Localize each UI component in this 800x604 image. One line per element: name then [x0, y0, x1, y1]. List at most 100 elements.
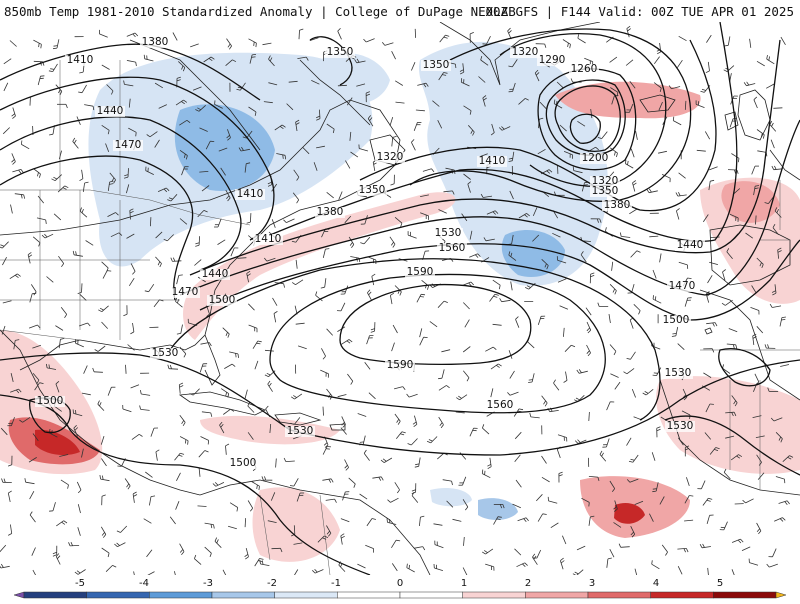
wind-barb-flag — [236, 353, 237, 357]
contour-label: 1440 — [202, 268, 229, 280]
wind-barb — [245, 518, 246, 527]
colorbar-min-cap — [14, 592, 24, 598]
contour-label: 1350 — [327, 46, 354, 58]
colorbar-segment — [275, 592, 338, 598]
wind-barb-flag — [420, 297, 424, 298]
contour-label: 1500 — [209, 294, 236, 306]
colorbar-segment — [463, 592, 526, 598]
colorbar-segment — [525, 592, 588, 598]
contour-label: 1320 — [512, 46, 539, 58]
contour-label: 1470 — [115, 139, 142, 151]
colorbar-tick-label: -5 — [75, 578, 85, 589]
wind-barb-flag — [389, 519, 390, 523]
wind-barb-flag — [256, 43, 257, 47]
colorbar-tick-label: 3 — [589, 578, 595, 589]
wind-barb-flag — [179, 275, 183, 276]
contour-label: 1500 — [37, 395, 64, 407]
contour-label: 1530 — [667, 420, 694, 432]
wind-barb-flag — [252, 57, 256, 58]
contour-label: 1350 — [423, 59, 450, 71]
wind-barb-flag — [185, 440, 186, 444]
colorbar-tick-label: -3 — [203, 578, 213, 589]
wind-barb-flag — [387, 518, 388, 522]
contour-label: 1410 — [237, 188, 264, 200]
contour-label: 1260 — [571, 63, 598, 75]
wind-barb-flag — [653, 489, 657, 490]
wind-barb — [70, 545, 79, 546]
wind-barb-flag — [653, 375, 657, 376]
wind-barb — [323, 407, 324, 416]
colorbar-tick-label: 1 — [461, 578, 467, 589]
colorbar-segment — [149, 592, 212, 598]
colorbar-segment — [337, 592, 400, 598]
wind-barb-flag — [529, 380, 533, 381]
colorbar-tick-label: -2 — [267, 578, 277, 589]
anomaly-colorbar: -5 -4 -3 -2 -1 0 1 2 3 4 5 — [0, 575, 800, 600]
colorbar-segment — [87, 592, 150, 598]
wind-barb — [34, 61, 43, 62]
colorbar-tick-label: 5 — [717, 578, 723, 589]
colorbar-segment — [588, 592, 651, 598]
map-title: 850mb Temp 1981-2010 Standardized Anomal… — [4, 4, 516, 19]
wind-barb-flag — [584, 185, 588, 186]
colorbar-segment — [24, 592, 87, 598]
contour-label: 1470 — [172, 286, 199, 298]
wind-barb-flag — [254, 42, 255, 46]
contour-label: 1200 — [582, 152, 609, 164]
model-run-info: 00Z GFS | F144 Valid: 00Z TUE APR 01 202… — [485, 4, 794, 19]
wind-barb — [82, 283, 83, 292]
wind-barb-flag — [107, 271, 111, 272]
contour-label: 1410 — [255, 233, 282, 245]
wind-barb-flag — [136, 132, 137, 136]
wind-barb — [250, 213, 251, 222]
contour-label: 1590 — [407, 266, 434, 278]
colorbar-tick-label: -1 — [331, 578, 341, 589]
colorbar-tick-label: 4 — [653, 578, 659, 589]
wind-barb-flag — [40, 78, 44, 79]
contour-label: 1320 — [377, 151, 404, 163]
colorbar-tick-label: 0 — [397, 578, 403, 589]
wind-barb-flag — [589, 502, 590, 506]
contour-label: 1440 — [97, 105, 124, 117]
contour-label: 1530 — [435, 227, 462, 239]
wind-barb-flag — [252, 54, 256, 55]
colorbar-segment — [651, 592, 714, 598]
contour-label: 1560 — [439, 242, 466, 254]
contour-label: 1530 — [152, 347, 179, 359]
wind-barb-flag — [482, 470, 483, 474]
colorbar-segment — [212, 592, 275, 598]
colorbar-ticks: -5 -4 -3 -2 -1 0 1 2 3 4 5 — [75, 578, 723, 589]
colorbar-segment — [713, 592, 776, 598]
contour-label: 1380 — [317, 206, 344, 218]
wind-barb — [128, 168, 129, 177]
wind-barb — [299, 30, 300, 39]
contour-label: 1350 — [592, 185, 619, 197]
wind-barb-flag — [528, 382, 532, 383]
wind-barb — [773, 108, 782, 109]
wind-barb-flag — [188, 441, 189, 445]
wind-barb-flag — [421, 294, 425, 295]
contour-label: 1470 — [669, 280, 696, 292]
contour-label: 1350 — [359, 184, 386, 196]
colorbar-segment — [400, 592, 463, 598]
wind-barb-flag — [325, 249, 329, 250]
wind-barb-flag — [673, 117, 674, 121]
colorbar-max-cap — [776, 592, 786, 598]
contour-label: 1530 — [665, 367, 692, 379]
wind-barb — [150, 217, 151, 226]
contour-label: 1590 — [387, 359, 414, 371]
contour-label: 1440 — [677, 239, 704, 251]
wind-barb-flag — [573, 167, 574, 171]
wind-barb-flag — [455, 64, 456, 68]
wind-barb-flag — [438, 378, 442, 379]
weather-map: 1380141014401470135013501320129012601200… — [0, 22, 800, 575]
colorbar-tick-label: -4 — [139, 578, 149, 589]
wind-barb — [94, 372, 103, 373]
colorbar-tick-label: 2 — [525, 578, 531, 589]
map-header: 850mb Temp 1981-2010 Standardized Anomal… — [0, 0, 800, 22]
wind-barb — [338, 85, 347, 86]
wind-barb-flag — [360, 442, 364, 443]
wind-barb-flag — [21, 141, 22, 145]
contour-label: 1500 — [663, 314, 690, 326]
contour-label: 1410 — [67, 54, 94, 66]
